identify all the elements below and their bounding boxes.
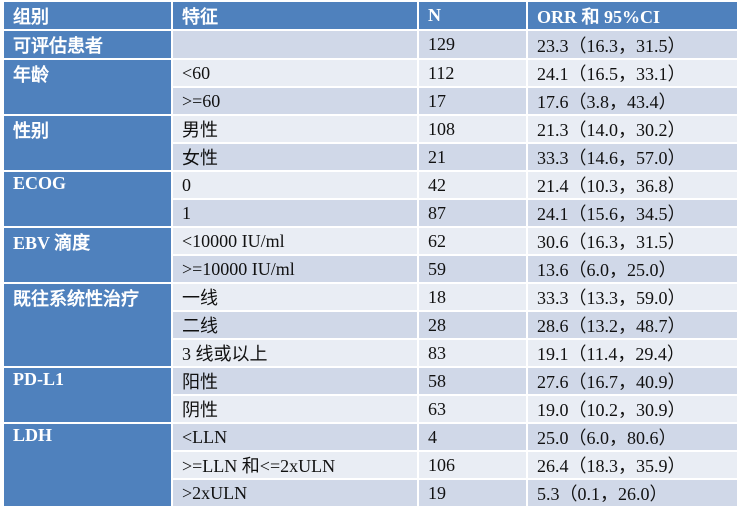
orr-cell: 24.1（16.5，33.1） — [526, 58, 739, 88]
orr-cell: 26.4（18.3，35.9） — [526, 450, 739, 480]
table-row: 年龄 <60 112 24.1（16.5，33.1） — [2, 58, 739, 116]
group-label: 可评估患者 — [2, 29, 173, 60]
table-row: EBV 滴度 <10000 IU/ml 62 30.6（16.3，31.5） — [2, 226, 739, 284]
feature-cell: <LLN — [171, 422, 419, 452]
n-cell: 42 — [417, 170, 528, 200]
table-row: 二线 28 28.6（13.2，48.7） — [3, 310, 739, 340]
table-row: >2xULN 19 5.3（0.1，26.0） — [3, 478, 739, 508]
table-row: 可评估患者 129 23.3（16.3，31.5） — [2, 29, 739, 60]
group-label: EBV 滴度 — [2, 226, 173, 284]
n-cell: 28 — [417, 310, 528, 340]
n-cell: 19 — [417, 478, 528, 508]
feature-cell: 二线 — [171, 310, 419, 340]
feature-cell: 0 — [171, 170, 419, 200]
feature-cell: >=10000 IU/ml — [171, 254, 419, 284]
feature-cell: 女性 — [171, 142, 419, 172]
orr-cell: 33.3（13.3，59.0） — [526, 282, 739, 312]
feature-cell: <60 — [171, 58, 419, 88]
table-row: 3 线或以上 83 19.1（11.4，29.4） — [3, 338, 739, 368]
feature-cell: 一线 — [171, 282, 419, 312]
feature-cell: 阳性 — [171, 366, 419, 396]
orr-cell: 17.6（3.8，43.4） — [526, 86, 739, 116]
orr-cell: 13.6（6.0，25.0） — [526, 254, 739, 284]
orr-cell: 30.6（16.3，31.5） — [526, 226, 739, 256]
header-group: 组别 — [2, 0, 173, 31]
orr-cell: 19.1（11.4，29.4） — [526, 338, 739, 368]
n-cell: 129 — [417, 29, 528, 60]
orr-cell: 23.3（16.3，31.5） — [526, 29, 739, 60]
n-cell: 62 — [417, 226, 528, 256]
table-body: 可评估患者 129 23.3（16.3，31.5） 年龄 <60 112 24.1（16.5… — [2, 29, 739, 508]
header-row: 组别 特征 N ORR 和 95%CI — [2, 0, 739, 31]
group-label: ECOG — [2, 170, 173, 228]
group-label: PD-L1 — [2, 366, 173, 424]
orr-cell: 19.0（10.2，30.9） — [526, 394, 739, 424]
header-n: N — [417, 0, 528, 31]
table-row: >=60 17 17.6（3.8，43.4） — [3, 86, 739, 116]
feature-cell: 阴性 — [171, 394, 419, 424]
n-cell: 83 — [417, 338, 528, 368]
table-row: PD-L1 阳性 58 27.6（16.7，40.9） — [2, 366, 739, 424]
orr-cell: 25.0（6.0，80.6） — [526, 422, 739, 452]
n-cell: 112 — [417, 58, 528, 88]
n-cell: 87 — [417, 198, 528, 228]
feature-cell: 男性 — [171, 114, 419, 144]
header-orr: ORR 和 95%CI — [526, 0, 739, 31]
n-cell: 4 — [417, 422, 528, 452]
group-label: LDH — [2, 422, 173, 508]
orr-cell: 21.3（14.0，30.2） — [526, 114, 739, 144]
n-cell: 63 — [417, 394, 528, 424]
table-row: 1 87 24.1（15.6，34.5） — [3, 198, 739, 228]
table-row: ECOG 0 42 21.4（10.3，36.8） — [2, 170, 739, 228]
feature-cell — [171, 29, 419, 60]
feature-cell: 1 — [171, 198, 419, 228]
group-label: 年龄 — [2, 58, 173, 116]
feature-cell: <10000 IU/ml — [171, 226, 419, 256]
table-row: >=10000 IU/ml 59 13.6（6.0，25.0） — [3, 254, 739, 284]
table-row: 阴性 63 19.0（10.2，30.9） — [3, 394, 739, 424]
feature-cell: >=60 — [171, 86, 419, 116]
feature-cell: >2xULN — [171, 478, 419, 508]
n-cell: 21 — [417, 142, 528, 172]
group-label: 既往系统性治疗 — [2, 282, 173, 368]
orr-cell: 27.6（16.7，40.9） — [526, 366, 739, 396]
table-row: 既往系统性治疗 一线 18 33.3（13.3，59.0） — [2, 282, 739, 368]
group-label: 性别 — [2, 114, 173, 172]
table-row: LDH <LLN 4 25.0（6.0，80.6） — [2, 422, 739, 508]
n-cell: 58 — [417, 366, 528, 396]
table-row: 性别 男性 108 21.3（14.0，30.2） — [2, 114, 739, 172]
n-cell: 59 — [417, 254, 528, 284]
n-cell: 17 — [417, 86, 528, 116]
orr-cell: 21.4（10.3，36.8） — [526, 170, 739, 200]
header-feature: 特征 — [171, 0, 419, 31]
orr-cell: 28.6（13.2，48.7） — [526, 310, 739, 340]
n-cell: 108 — [417, 114, 528, 144]
orr-cell: 24.1（15.6，34.5） — [526, 198, 739, 228]
n-cell: 18 — [417, 282, 528, 312]
orr-cell: 5.3（0.1，26.0） — [526, 478, 739, 508]
feature-cell: >=LLN 和<=2xULN — [171, 450, 419, 480]
table-row: >=LLN 和<=2xULN 106 26.4（18.3，35.9） — [3, 450, 739, 480]
feature-cell: 3 线或以上 — [171, 338, 419, 368]
n-cell: 106 — [417, 450, 528, 480]
table-row: 女性 21 33.3（14.6，57.0） — [3, 142, 739, 172]
orr-cell: 33.3（14.6，57.0） — [526, 142, 739, 172]
